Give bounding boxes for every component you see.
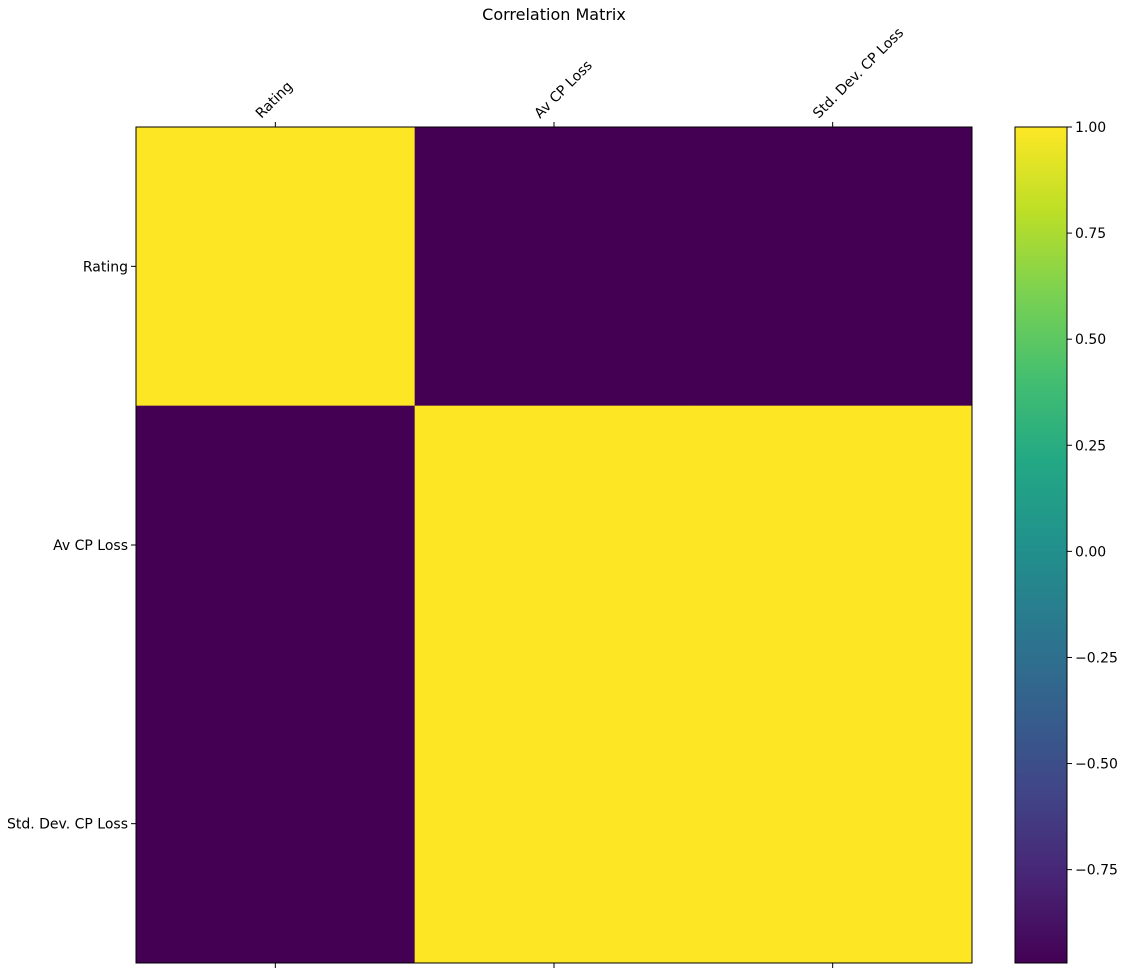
- colorbar-tick-label: 0.00: [1075, 544, 1106, 560]
- heatmap-cell: [693, 127, 973, 407]
- x-tick-label: Std. Dev. CP Loss: [810, 25, 907, 122]
- colorbar-tick-label: 0.25: [1075, 438, 1106, 454]
- x-tick-label: Av CP Loss: [532, 58, 596, 122]
- y-tick-label: Std. Dev. CP Loss: [7, 817, 128, 833]
- heatmap-cell: [693, 405, 973, 685]
- heatmap-cell: [414, 684, 694, 964]
- heatmap-cell: [693, 684, 973, 964]
- x-tick-label: Rating: [253, 79, 296, 122]
- colorbar-tick-label: 0.75: [1075, 226, 1106, 242]
- colorbar-ticks: 1.00 0.75 0.50 0.25 0.00 −0.25 −0.50 −0.75: [1067, 120, 1118, 879]
- heatmap-cell: [414, 127, 694, 407]
- colorbar-tick-label: 1.00: [1075, 120, 1106, 136]
- colorbar: [1014, 126, 1068, 964]
- heatmap-cell: [136, 684, 416, 964]
- heatmap-cell: [414, 405, 694, 685]
- heatmap-cell: [136, 405, 416, 685]
- colorbar-tick-label: 0.50: [1075, 332, 1106, 348]
- y-axis-ticks: Rating Av CP Loss Std. Dev. CP Loss: [7, 259, 136, 833]
- chart-title: Correlation Matrix: [482, 5, 626, 24]
- y-tick-label: Rating: [83, 259, 128, 275]
- y-tick-label: Av CP Loss: [53, 538, 128, 554]
- heatmap-cell: [136, 127, 416, 407]
- colorbar-tick-label: −0.25: [1075, 650, 1118, 666]
- heatmap-cells: [136, 127, 973, 964]
- colorbar-tick-label: −0.75: [1075, 863, 1118, 879]
- colorbar-tick-label: −0.50: [1075, 757, 1118, 773]
